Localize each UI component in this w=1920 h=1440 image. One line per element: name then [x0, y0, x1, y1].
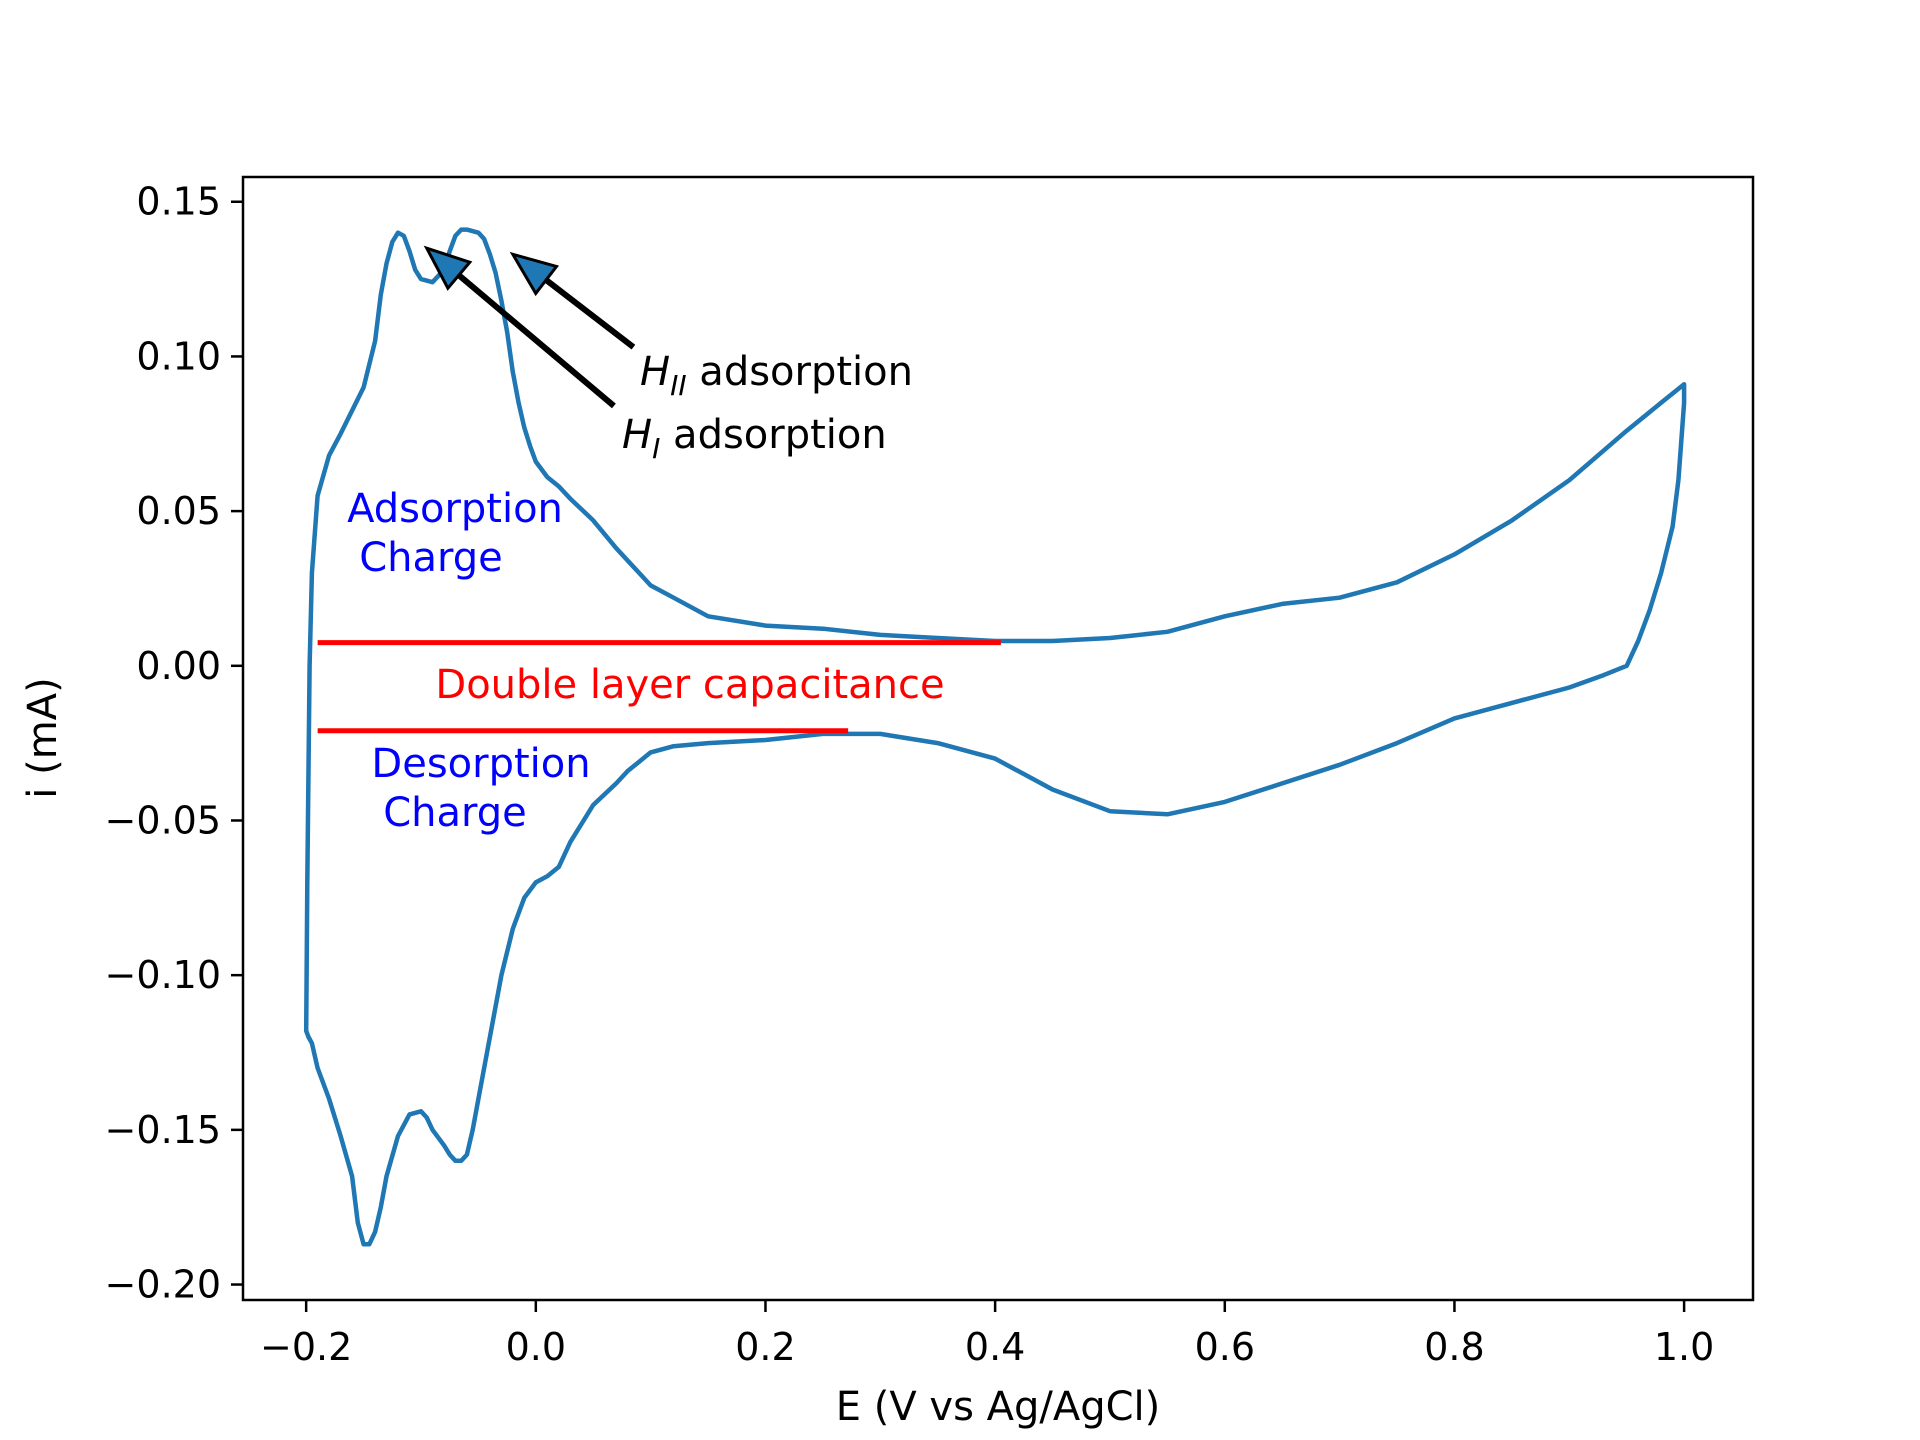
h2-arrow-shaft	[544, 277, 636, 350]
x-tick-label: 0.2	[735, 1325, 795, 1369]
desorption-charge-label-line2: Charge	[383, 790, 527, 836]
x-tick-label: 0.6	[1195, 1325, 1255, 1369]
x-tick-label: −0.2	[260, 1325, 352, 1369]
x-tick-label: 0.0	[506, 1325, 566, 1369]
y-axis-label: i (mA)	[20, 677, 66, 798]
desorption-charge-label: Desorption	[371, 741, 590, 787]
double-layer-capacitance-label: Double layer capacitance	[435, 662, 944, 708]
x-tick-label: 0.4	[965, 1325, 1025, 1369]
h2-arrow-head	[509, 251, 560, 297]
h1-adsorption-annotation: HI adsorption	[622, 412, 887, 465]
cv-series-line	[303, 227, 1687, 1247]
y-tick-label: −0.15	[105, 1108, 221, 1152]
y-tick-label: 0.15	[136, 180, 221, 224]
annotation-arrows	[423, 245, 636, 409]
x-tick-label: 1.0	[1654, 1325, 1714, 1369]
axis-ticks: −0.2 0.0 0.2 0.4 0.6 0.8 1.0 0.15 0.10 0.05 0.00 −0…	[105, 180, 1715, 1369]
axes-frame	[241, 175, 1755, 1302]
h1-arrow-head	[423, 245, 473, 291]
adsorption-charge-label-line2: Charge	[359, 535, 503, 581]
y-tick-label: −0.20	[105, 1263, 221, 1307]
y-tick-label: 0.05	[136, 489, 221, 533]
y-tick-label: 0.10	[136, 334, 221, 378]
y-tick-label: −0.10	[105, 953, 221, 997]
h1-arrow-shaft	[456, 272, 616, 409]
y-tick-label: 0.00	[136, 644, 221, 688]
adsorption-charge-label: Adsorption	[347, 486, 563, 532]
x-tick-label: 0.8	[1424, 1325, 1484, 1369]
h2-adsorption-annotation: HII adsorption	[640, 349, 913, 402]
x-axis-label: E (V vs Ag/AgCl)	[836, 1384, 1161, 1430]
plot-area	[303, 227, 1687, 1247]
y-tick-label: −0.05	[105, 798, 221, 842]
